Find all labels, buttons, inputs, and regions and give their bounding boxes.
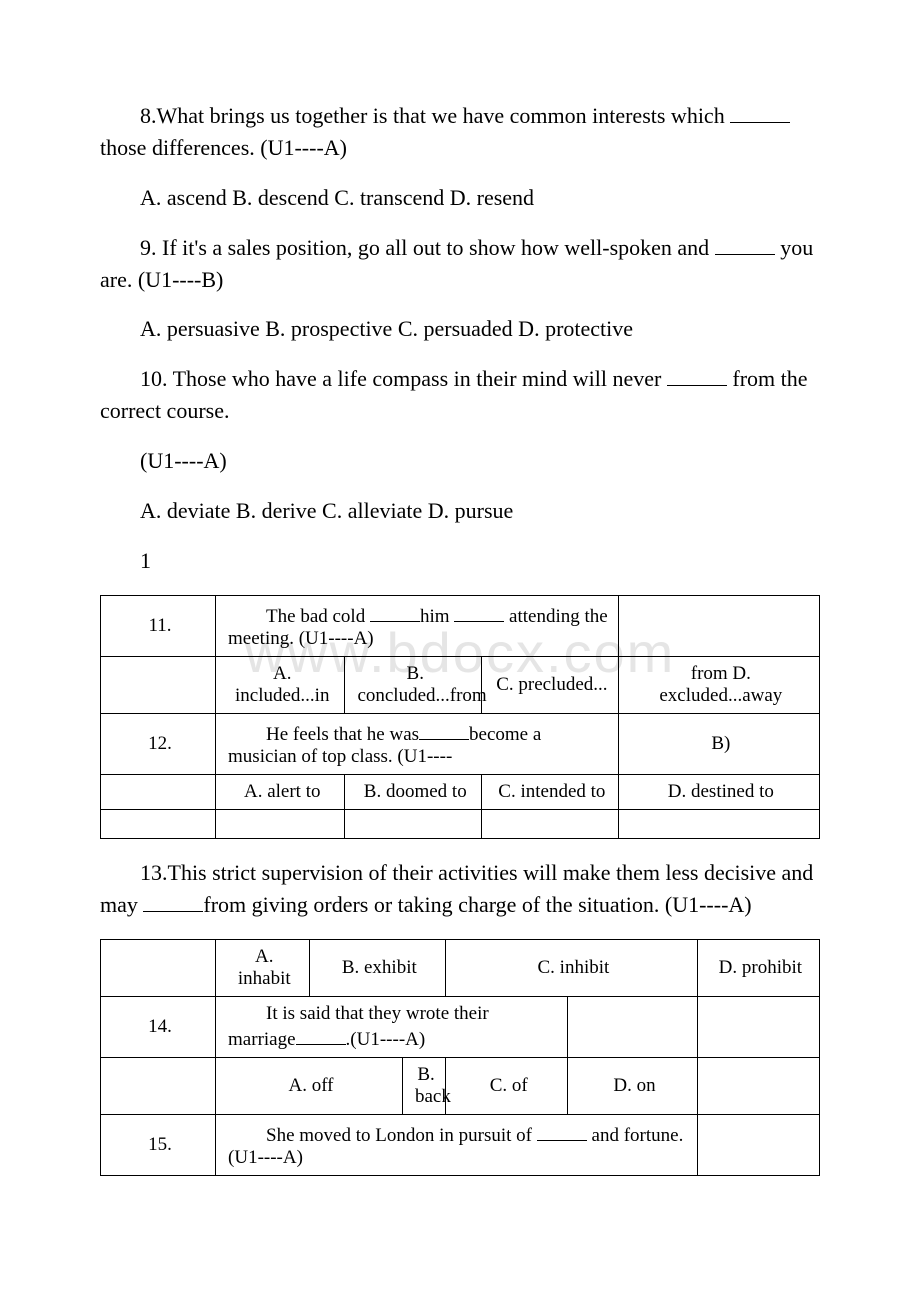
question-13-stem: 13.This strict supervision of their acti… (100, 857, 820, 921)
empty-cell (345, 809, 482, 838)
q12-choice-a: A. alert to (216, 774, 345, 809)
question-8-stem: 8.What brings us together is that we hav… (100, 100, 820, 164)
empty-cell (101, 1057, 216, 1114)
q12-choice-c: C. intended to (482, 774, 619, 809)
q14-choice-b: B. back (402, 1057, 445, 1114)
table-row: 15. She moved to London in pursuit of an… (101, 1114, 820, 1175)
empty-cell (697, 1057, 819, 1114)
q14-choice-a: A. off (216, 1057, 403, 1114)
empty-cell (101, 774, 216, 809)
question-10-ref: (U1----A) (100, 445, 820, 477)
q12-choice-b: B. doomed to (345, 774, 482, 809)
q11-stem: The bad cold him attending the meeting. … (216, 595, 619, 656)
q13-choice-c: C. inhibit (446, 939, 698, 996)
table-row: A. included...in B. concluded...from C. … (101, 656, 820, 713)
q12-answer: B) (618, 713, 819, 774)
empty-cell (482, 809, 619, 838)
empty-cell (697, 996, 819, 1057)
q13-choice-b: B. exhibit (309, 939, 446, 996)
question-9-choices: A. persuasive B. prospective C. persuade… (100, 313, 820, 345)
q11-number: 11. (101, 595, 216, 656)
q12-number: 12. (101, 713, 216, 774)
empty-cell (101, 656, 216, 713)
page-number: 1 (100, 545, 820, 577)
empty-cell (618, 809, 819, 838)
questions-table-2: A. inhabit B. exhibit C. inhibit D. proh… (100, 939, 820, 1176)
table-row: 14. It is said that they wrote their mar… (101, 996, 820, 1057)
empty-cell (101, 939, 216, 996)
empty-cell (216, 809, 345, 838)
q11-choice-c: C. precluded... (482, 656, 619, 713)
table-row: 11. The bad cold him attending the meeti… (101, 595, 820, 656)
question-10-stem: 10. Those who have a life compass in the… (100, 363, 820, 427)
question-10-choices: A. deviate B. derive C. alleviate D. pur… (100, 495, 820, 527)
q15-number: 15. (101, 1114, 216, 1175)
q12-stem: He feels that he wasbecome a musician of… (216, 713, 619, 774)
question-9-stem: 9. If it's a sales position, go all out … (100, 232, 820, 296)
q14-choice-c: C. of (446, 1057, 568, 1114)
table-row: 12. He feels that he wasbecome a musicia… (101, 713, 820, 774)
q15-stem: She moved to London in pursuit of and fo… (216, 1114, 698, 1175)
empty-cell (697, 1114, 819, 1175)
table-row: A. inhabit B. exhibit C. inhibit D. proh… (101, 939, 820, 996)
empty-cell (618, 595, 819, 656)
q14-choice-d: D. on (568, 1057, 697, 1114)
q11-choice-b: B. concluded...from (345, 656, 482, 713)
table-row (101, 809, 820, 838)
table-row: A. off B. back C. of D. on (101, 1057, 820, 1114)
question-8-choices: A. ascend B. descend C. transcend D. res… (100, 182, 820, 214)
questions-table-1: 11. The bad cold him attending the meeti… (100, 595, 820, 839)
q12-choice-d: D. destined to (618, 774, 819, 809)
empty-cell (568, 996, 697, 1057)
q13-choice-a: A. inhabit (216, 939, 309, 996)
q11-choice-a: A. included...in (216, 656, 345, 713)
page-container: www.bdocx.com 8.What brings us together … (0, 0, 920, 1234)
q11-choice-d: from D. excluded...away (618, 656, 819, 713)
empty-cell (101, 809, 216, 838)
q14-number: 14. (101, 996, 216, 1057)
table-row: A. alert to B. doomed to C. intended to … (101, 774, 820, 809)
q14-stem: It is said that they wrote their marriag… (216, 996, 568, 1057)
q13-choice-d: D. prohibit (697, 939, 819, 996)
